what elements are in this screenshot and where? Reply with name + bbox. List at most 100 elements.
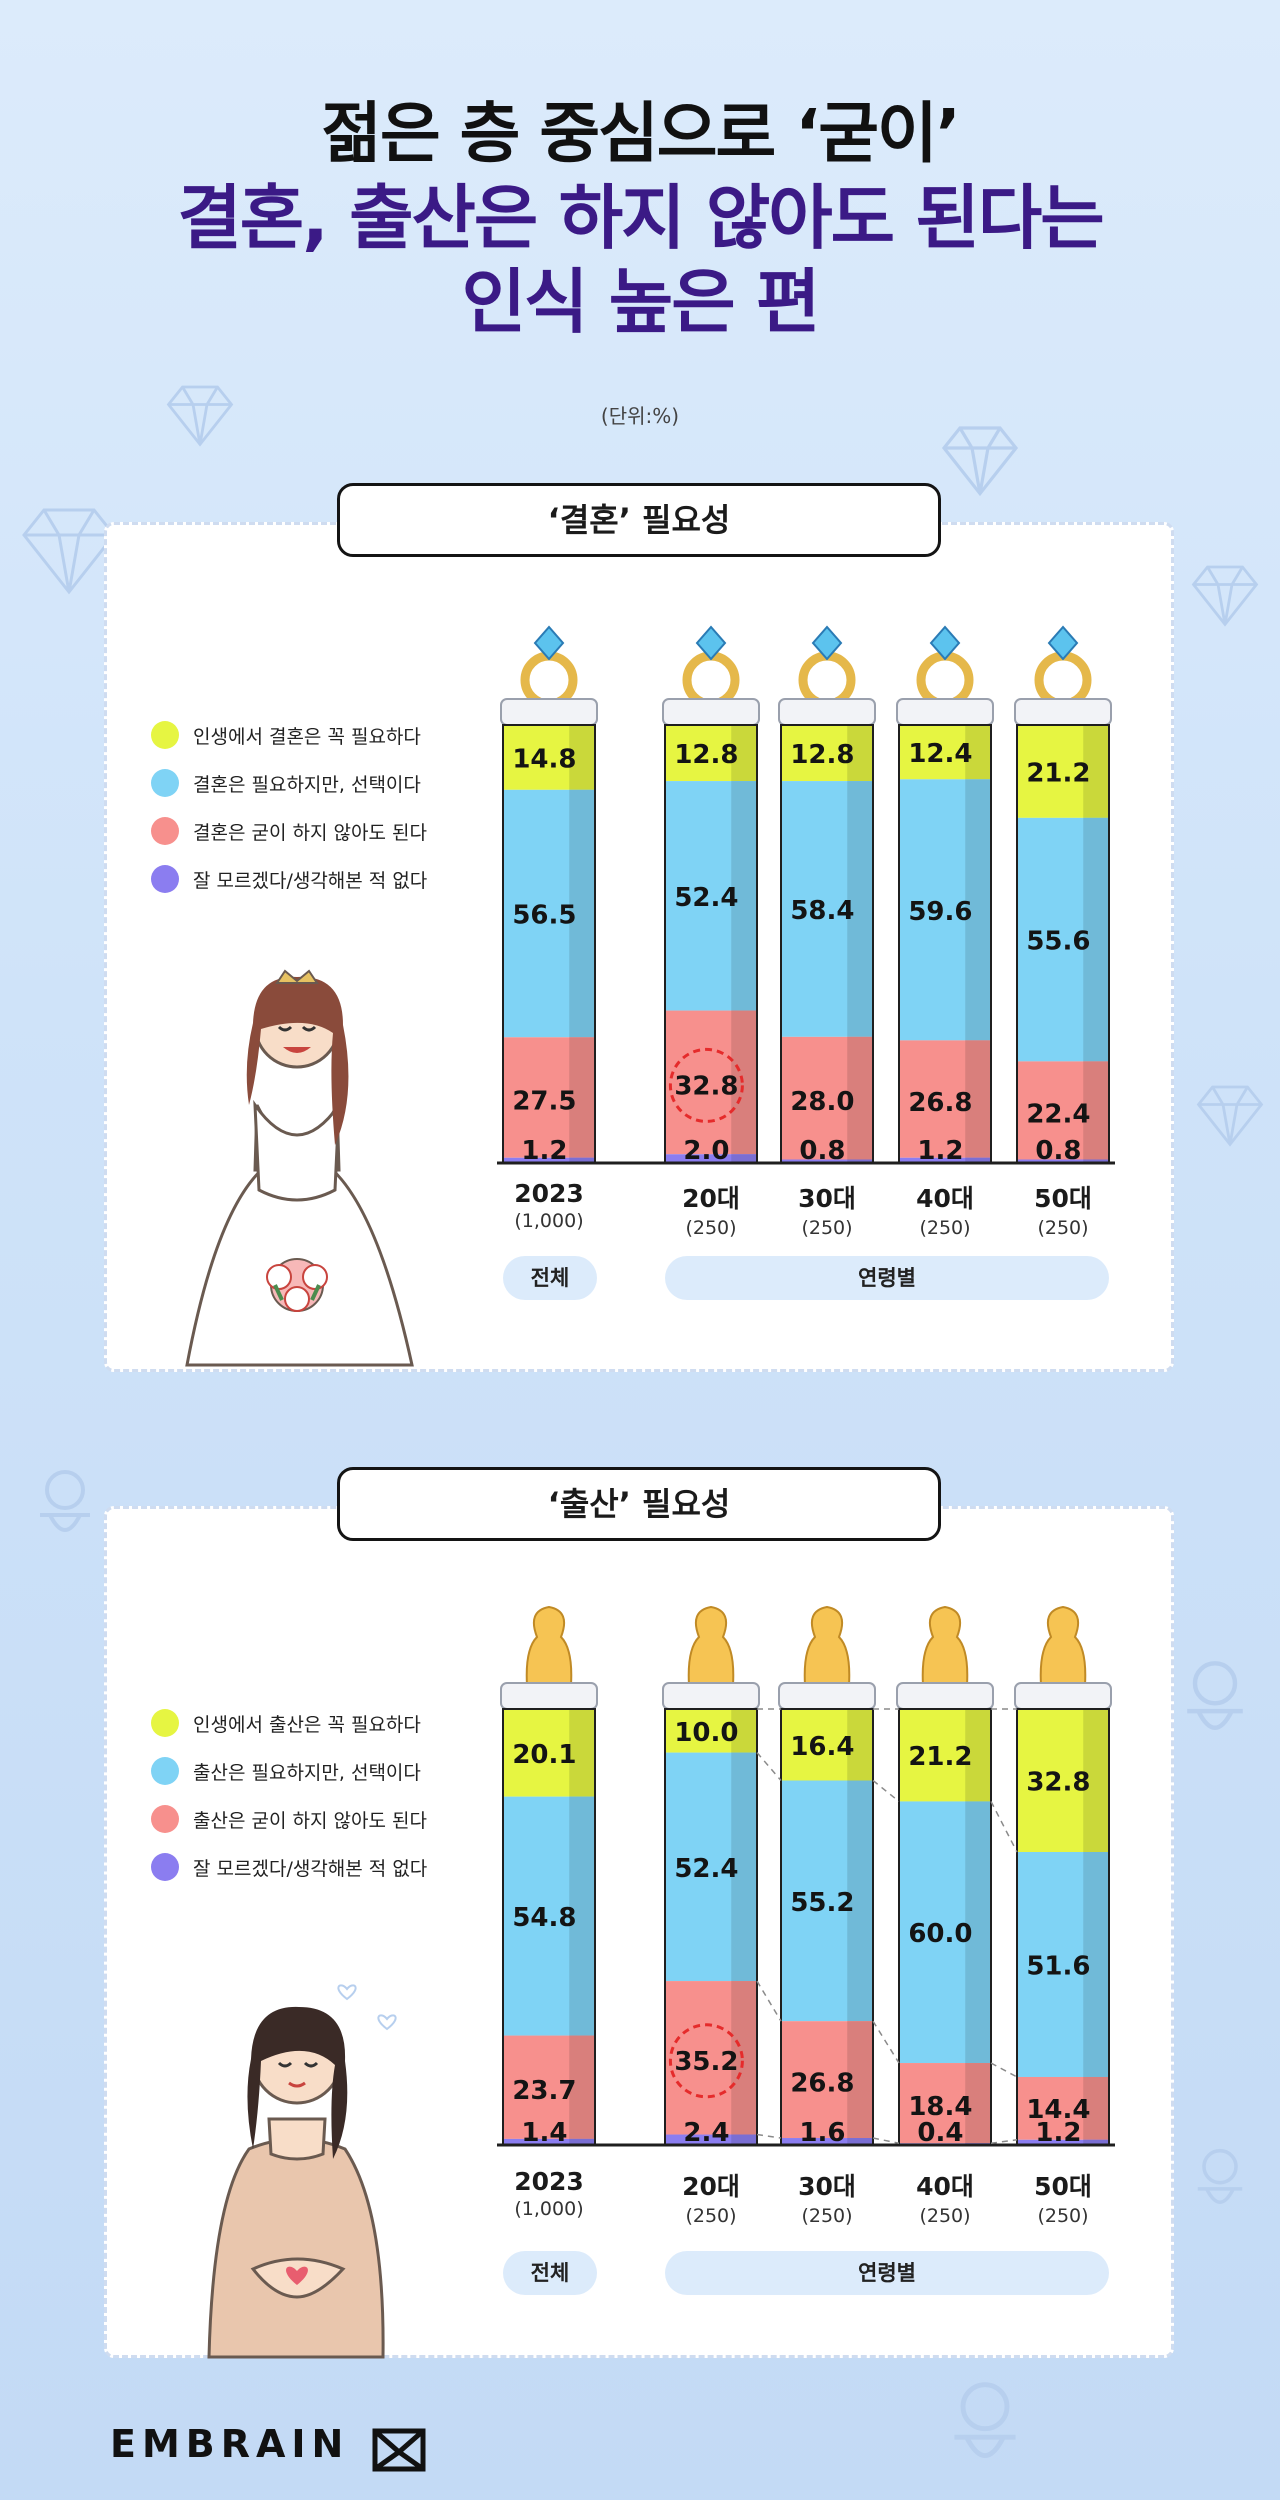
bar-segment-shade [569,725,595,790]
group-pill-total: 전체 [503,2251,597,2295]
x-axis-sample-size: (1,000) [514,2198,584,2220]
legend-swatch-blue [151,1757,179,1785]
connector-line [990,2139,1018,2144]
data-label: 21.2 [1026,758,1090,788]
x-axis-category: 30대 [798,2172,856,2201]
bar-segment-shade [965,1801,991,2064]
childbirth-panel: ‘출산’ 필요성 인생에서 출산은 꼭 필요하다 출산은 필요하지만, 선택이다… [104,1467,1174,2359]
x-axis-category: 20대 [682,1184,740,1213]
data-label: 0.4 [917,2118,963,2148]
bottle-cap [778,698,876,726]
data-label: 60.0 [908,1919,972,1949]
x-axis-sample-size: (250) [1037,1217,1089,1239]
data-label: 55.2 [790,1888,854,1918]
bar-segment [503,2035,595,2139]
x-axis-category: 50대 [1034,2172,1092,2201]
bottle-cap [500,698,598,726]
baby-bottle-nipple-icon [687,1605,735,1686]
bar-segment-shade [847,1159,873,1163]
data-label: 32.8 [674,1071,738,1101]
bar-segment [899,1157,991,1163]
x-axis-category: 30대 [798,1184,856,1213]
x-axis-label: 2023 (1,000) [484,1179,614,1232]
legend-item: 인생에서 결혼은 꼭 필요하다 [151,711,427,759]
bar-segment-shade [1083,2076,1109,2140]
bar-segment-fill [665,1154,757,1163]
bar-segment [1017,2139,1109,2145]
diamond-icon [1196,1085,1264,1147]
bar-segment [781,725,873,782]
bar-segment [503,2138,595,2145]
legend-item: 출산은 굳이 하지 않아도 된다 [151,1795,427,1843]
data-label: 12.8 [790,740,854,770]
x-axis-label: 20대 (250) [646,1179,776,1239]
headline-line-1: 젊은 층 중심으로 ‘굳이’ [321,95,961,172]
x-axis-label: 40대 (250) [880,1179,1010,1239]
legend-label: 잘 모르겠다/생각해본 적 없다 [193,869,428,892]
ring-icon [798,651,856,709]
legend-label: 인생에서 출산은 꼭 필요하다 [193,1713,421,1736]
diamond-icon [22,508,116,595]
bride-illustration [185,969,414,1367]
bar-segment [665,1154,757,1163]
bar-segment-shade [965,779,991,1041]
bar-segment [1017,1852,1109,2077]
bar-segment [665,1010,757,1155]
baby-bottle-nipple-icon [803,1605,851,1686]
bar-segment [899,725,991,780]
bar-segment-shade [847,1036,873,1160]
bar-segment [665,2134,757,2145]
bar-segment-shade [569,1709,595,1797]
childbirth-panel-title: ‘출산’ 필요성 [337,1467,941,1541]
gem-icon [533,625,565,661]
bar-segment-shade [731,2134,757,2145]
connector-line [990,1801,1018,1853]
data-label: 59.6 [908,897,972,927]
data-label: 27.5 [512,1087,576,1117]
bar-segment [781,1709,873,1781]
data-label: 12.8 [674,740,738,770]
bar-segment-shade [731,1752,757,1982]
legend-item: 출산은 필요하지만, 선택이다 [151,1747,427,1795]
bar-segment-shade [731,1010,757,1155]
connector-line [756,2133,782,2139]
brand-logo-text: EMBRAIN [110,2422,350,2466]
bar-segment-shade [847,725,873,782]
pacifier-icon [40,1470,90,1532]
bar-segment [1017,817,1109,1062]
gem-icon [811,625,843,661]
x-axis-label: 30대 (250) [762,2167,892,2227]
group-pill-total: 전체 [503,1256,597,1300]
data-label: 10.0 [674,1718,738,1748]
x-axis-sample-size: (250) [801,1217,853,1239]
bar-segment [665,725,757,782]
connector-line [872,2137,900,2144]
diamond-icon [941,426,1019,497]
bar-segment [503,1157,595,1163]
x-axis-category: 2023 [514,1179,584,1208]
bar-segment-shade [965,1040,991,1158]
data-label: 22.4 [1026,1099,1090,1129]
bar-segment [899,1040,991,1158]
bar-segment-shade [1083,1061,1109,1160]
bar-segment-shade [731,1709,757,1753]
data-label: 35.2 [674,2047,738,2077]
baby-bottle-nipple-icon [1039,1605,1087,1686]
legend-swatch-yellow [151,1709,179,1737]
x-axis-label: 30대 (250) [762,1179,892,1239]
bar-segment-shade [965,725,991,780]
bar-segment [1017,1709,1109,1853]
data-label: 1.2 [521,1136,567,1166]
pacifier-icon [1187,1661,1243,1730]
bar-segment [665,1752,757,1982]
connector-line [756,1752,782,1781]
x-axis-label: 50대 (250) [998,1179,1128,1239]
data-label: 26.8 [908,1088,972,1118]
bar-segment-shade [847,2138,873,2145]
marriage-panel: ‘결혼’ 필요성 인생에서 결혼은 꼭 필요하다 결혼은 필요하지만, 선택이다… [104,483,1174,1372]
data-label: 18.4 [908,2092,972,2122]
childbirth-stacked-bar-chart: 20.1 54.8 23.7 1.4 10.0 52.4 35.2 2.4 16.4 55.2 26… [497,1605,1115,2148]
bar-segment [1017,725,1109,818]
bar-segment-shade [569,1796,595,2036]
legend-label: 출산은 굳이 하지 않아도 된다 [193,1809,427,1832]
